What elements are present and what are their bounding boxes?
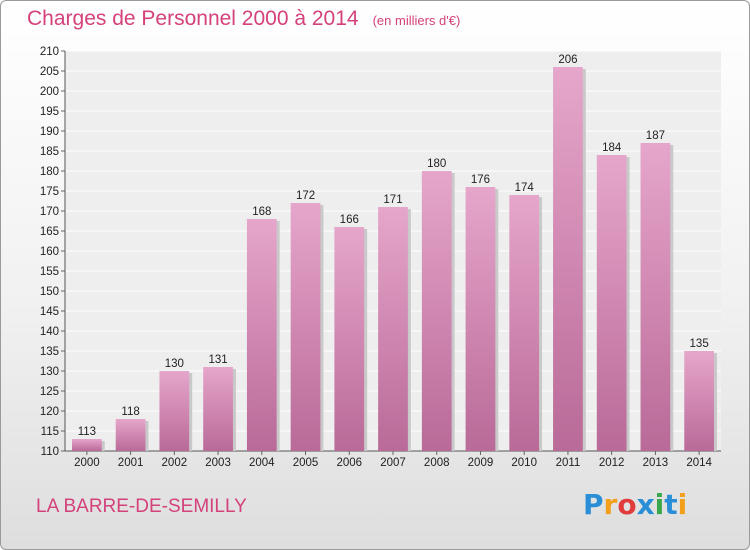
bar-value-label: 131 bbox=[208, 354, 227, 366]
y-tick-label: 205 bbox=[40, 66, 59, 78]
x-tick-label: 2014 bbox=[686, 457, 712, 469]
bar bbox=[115, 419, 146, 451]
x-tick-label: 2011 bbox=[556, 457, 581, 469]
proxiti-logo[interactable]: Proxiti bbox=[583, 488, 687, 521]
bar bbox=[246, 219, 277, 451]
commune-name: LA BARRE-DE-SEMILLY bbox=[36, 496, 247, 517]
x-tick-label: 2007 bbox=[380, 457, 406, 469]
x-tick-label: 2013 bbox=[643, 457, 669, 469]
bar bbox=[421, 171, 452, 451]
y-tick-label: 120 bbox=[40, 406, 59, 418]
logo-letter: i bbox=[677, 488, 688, 521]
bar bbox=[378, 207, 408, 451]
y-tick-label: 175 bbox=[40, 186, 59, 198]
x-tick-label: 2001 bbox=[118, 457, 144, 469]
bar-value-label: 206 bbox=[558, 54, 577, 66]
bar bbox=[203, 367, 233, 451]
bar-value-label: 118 bbox=[121, 406, 139, 418]
x-tick-label: 2003 bbox=[205, 457, 231, 469]
bar bbox=[159, 371, 190, 451]
x-tick-label: 2008 bbox=[424, 457, 450, 469]
bar-value-label: 168 bbox=[252, 206, 271, 218]
logo-letter: i bbox=[654, 488, 665, 521]
y-tick-label: 200 bbox=[40, 86, 59, 98]
y-tick-label: 115 bbox=[41, 426, 59, 438]
y-tick-label: 110 bbox=[41, 446, 59, 458]
bar bbox=[509, 195, 540, 451]
y-tick-label: 150 bbox=[40, 286, 59, 298]
logo-letter: o bbox=[617, 488, 637, 521]
y-tick-label: 160 bbox=[40, 246, 59, 258]
logo-letter: t bbox=[664, 488, 678, 521]
bar-value-label: 166 bbox=[340, 214, 359, 226]
x-tick-label: 2004 bbox=[249, 457, 275, 469]
bar bbox=[465, 187, 496, 451]
bar bbox=[684, 351, 715, 451]
y-tick-label: 180 bbox=[40, 166, 59, 178]
bar-value-label: 174 bbox=[515, 182, 535, 194]
x-tick-label: 2006 bbox=[336, 457, 362, 469]
logo-letter: P bbox=[583, 488, 604, 521]
bar bbox=[71, 439, 102, 451]
logo-letter: r bbox=[603, 488, 618, 521]
chart-title-text: Charges de Personnel 2000 à 2014 bbox=[27, 7, 359, 30]
bar bbox=[553, 67, 583, 451]
y-tick-label: 185 bbox=[40, 146, 59, 158]
chart-subtitle: (en milliers d'€) bbox=[372, 13, 461, 28]
bar bbox=[596, 155, 627, 451]
bar-value-label: 171 bbox=[383, 194, 402, 206]
x-tick-label: 2010 bbox=[511, 457, 537, 469]
bar-value-label: 172 bbox=[296, 190, 315, 202]
bar-value-label: 113 bbox=[78, 426, 96, 438]
bar-value-label: 187 bbox=[646, 130, 665, 142]
bar-value-label: 180 bbox=[427, 158, 446, 170]
bar-value-label: 135 bbox=[690, 338, 709, 350]
x-tick-label: 2000 bbox=[74, 457, 100, 469]
y-tick-label: 170 bbox=[40, 206, 59, 218]
y-tick-label: 125 bbox=[40, 386, 59, 398]
y-tick-label: 165 bbox=[40, 226, 59, 238]
bar-value-label: 130 bbox=[165, 358, 184, 370]
x-tick-label: 2005 bbox=[293, 457, 319, 469]
y-tick-label: 145 bbox=[40, 306, 59, 318]
y-tick-label: 190 bbox=[40, 126, 59, 138]
bar-value-label: 184 bbox=[602, 142, 622, 154]
y-tick-label: 140 bbox=[40, 326, 59, 338]
bar-value-label: 176 bbox=[471, 174, 490, 186]
y-tick-label: 130 bbox=[40, 366, 59, 378]
logo-letter: x bbox=[636, 488, 655, 521]
x-tick-label: 2012 bbox=[599, 457, 625, 469]
y-tick-label: 155 bbox=[40, 266, 59, 278]
y-tick-label: 135 bbox=[40, 346, 59, 358]
bar bbox=[334, 227, 365, 451]
y-tick-label: 210 bbox=[40, 46, 59, 58]
chart-title: Charges de Personnel 2000 à 2014 (en mill… bbox=[27, 7, 460, 31]
y-tick-label: 195 bbox=[40, 106, 59, 118]
x-tick-label: 2002 bbox=[162, 457, 188, 469]
bar bbox=[640, 143, 671, 451]
x-tick-label: 2009 bbox=[468, 457, 494, 469]
bar bbox=[290, 203, 321, 451]
